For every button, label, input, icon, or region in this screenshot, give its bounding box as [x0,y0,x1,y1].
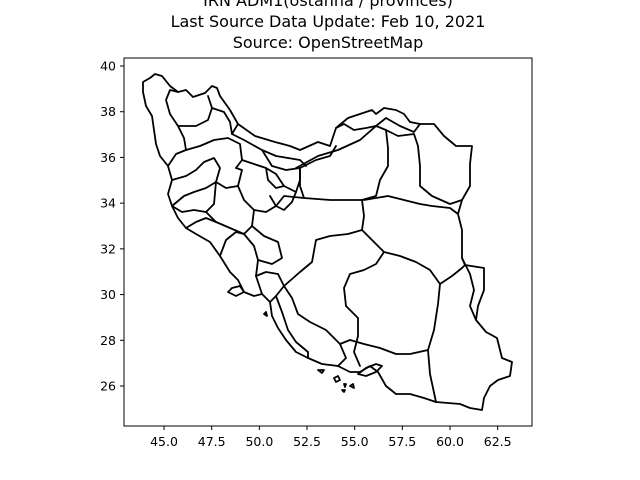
boundary-south-khorasan [363,195,459,215]
map-title-line-1: IRN ADM1(ostanha / provinces) [203,0,453,10]
x-tick-label: 60.0 [436,434,464,449]
boundary-bushehr [275,295,309,359]
boundary-razavi-khorasan [385,129,463,205]
x-tick-label: 57.5 [388,434,416,449]
island-small-3 [341,389,346,393]
island-small-2 [343,383,347,388]
boundary-kerman [383,251,441,403]
island-lavan [317,369,325,374]
boundary-kohgiluyeh [255,271,285,303]
boundary-sistan [439,264,466,285]
x-tick-label: 52.5 [293,434,321,449]
boundary-east-azerbaijan [177,95,213,127]
boundary-chaharmahal [251,225,283,265]
y-tick-label: 34 [100,196,116,211]
y-tick-label: 26 [100,379,116,394]
boundary-north-khorasan [375,117,421,133]
boundary-qom [269,191,297,211]
boundary-yazd [343,229,385,307]
boundary-tehran-east [287,157,307,167]
x-tick-label: 55.0 [341,434,369,449]
boundary-ilam [185,217,217,229]
boundary-kerman-west [345,305,361,367]
boundary-kermanshah [171,181,217,213]
boundary-hormozgan [339,339,429,355]
y-tick-label: 36 [100,150,116,165]
boundary-ardabil [211,107,239,135]
y-tick-label: 38 [100,104,116,119]
y-tick-label: 28 [100,333,116,348]
map-title-line-2: Last Source Data Update: Feb 10, 2021 [171,12,486,31]
island-small-1 [349,383,355,389]
coast-shatt [227,285,245,297]
country-outline [142,73,513,411]
boundary-alborz [265,167,285,189]
boundary-south-east [461,257,477,321]
map-title-line-3: Source: OpenStreetMap [233,33,424,52]
boundary-golestan [335,123,377,131]
boundary-fars [283,285,347,367]
x-tick-label: 50.0 [245,434,273,449]
x-tick-label: 47.5 [198,434,226,449]
y-tick-label: 40 [100,59,116,74]
island-kharg [263,311,268,317]
boundary-kurdistan [171,157,221,207]
island-qeshm [357,363,383,377]
island-kish [333,375,341,383]
x-tick-label: 62.5 [484,434,512,449]
plot-area-frame [123,57,533,427]
province-boundaries [142,73,513,411]
x-tick-label: 45.0 [150,434,178,449]
y-tick-label: 30 [100,287,116,302]
y-axis: 40 38 36 34 32 30 28 26 [100,59,124,394]
boundary-khuzestan [219,231,263,295]
y-tick-label: 32 [100,241,116,256]
boundary-lorestan [205,209,255,235]
x-axis: 45.0 47.5 50.0 52.5 55.0 57.5 60.0 62.5 [150,426,512,449]
boundary-qazvin [241,159,277,175]
